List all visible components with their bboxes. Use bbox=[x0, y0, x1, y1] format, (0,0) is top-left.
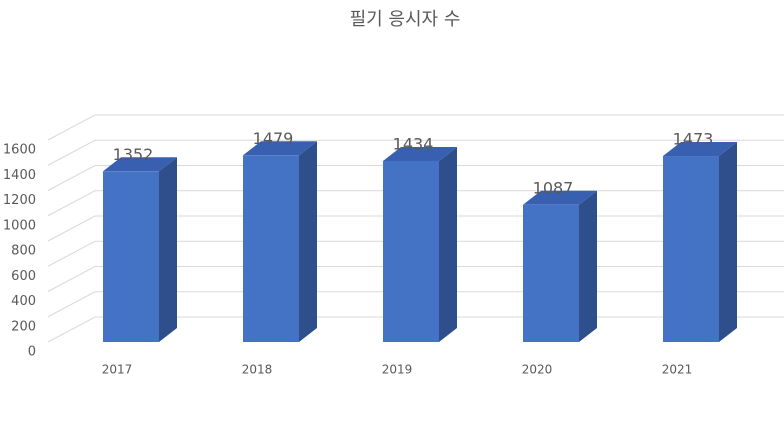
bar-side bbox=[159, 157, 177, 342]
grid-line bbox=[47, 139, 784, 166]
chart-title: 필기 응시자 수 bbox=[350, 9, 461, 30]
bar bbox=[663, 156, 719, 342]
bar-top bbox=[103, 157, 177, 172]
y-tick-label: 1000 bbox=[3, 218, 36, 233]
value-label: 1434 bbox=[393, 134, 434, 153]
grid-line bbox=[47, 165, 784, 191]
value-label: 1087 bbox=[533, 178, 574, 197]
y-tick-label: 1200 bbox=[3, 193, 36, 208]
y-tick-label: 200 bbox=[11, 319, 36, 334]
bar bbox=[103, 171, 159, 342]
y-tick-label: 1600 bbox=[3, 143, 36, 158]
x-tick-label: 2020 bbox=[522, 363, 553, 377]
bar bbox=[243, 155, 299, 342]
grid-line bbox=[47, 114, 784, 141]
bar bbox=[383, 160, 439, 342]
bar-top bbox=[383, 146, 457, 161]
y-tick-label: 600 bbox=[11, 269, 36, 284]
y-tick-label: 400 bbox=[11, 294, 36, 309]
bar-top bbox=[243, 141, 317, 156]
y-tick-label: 0 bbox=[28, 345, 36, 360]
value-label: 1352 bbox=[113, 145, 154, 164]
value-label: 1479 bbox=[253, 129, 294, 148]
bar-side bbox=[439, 146, 457, 342]
y-tick-label: 1400 bbox=[3, 168, 36, 183]
value-label: 1473 bbox=[673, 130, 714, 149]
x-tick-label: 2019 bbox=[382, 363, 413, 377]
bar-side bbox=[299, 141, 317, 342]
bar-top bbox=[523, 190, 597, 205]
grid-line bbox=[47, 190, 784, 217]
y-tick-label: 800 bbox=[11, 244, 36, 259]
x-tick-label: 2021 bbox=[662, 363, 693, 377]
x-tick-label: 2018 bbox=[242, 363, 273, 377]
bar-side bbox=[719, 142, 737, 342]
bar bbox=[523, 204, 579, 342]
bar-side bbox=[579, 190, 597, 342]
x-tick-label: 2017 bbox=[102, 363, 133, 377]
bar-top bbox=[663, 142, 737, 157]
